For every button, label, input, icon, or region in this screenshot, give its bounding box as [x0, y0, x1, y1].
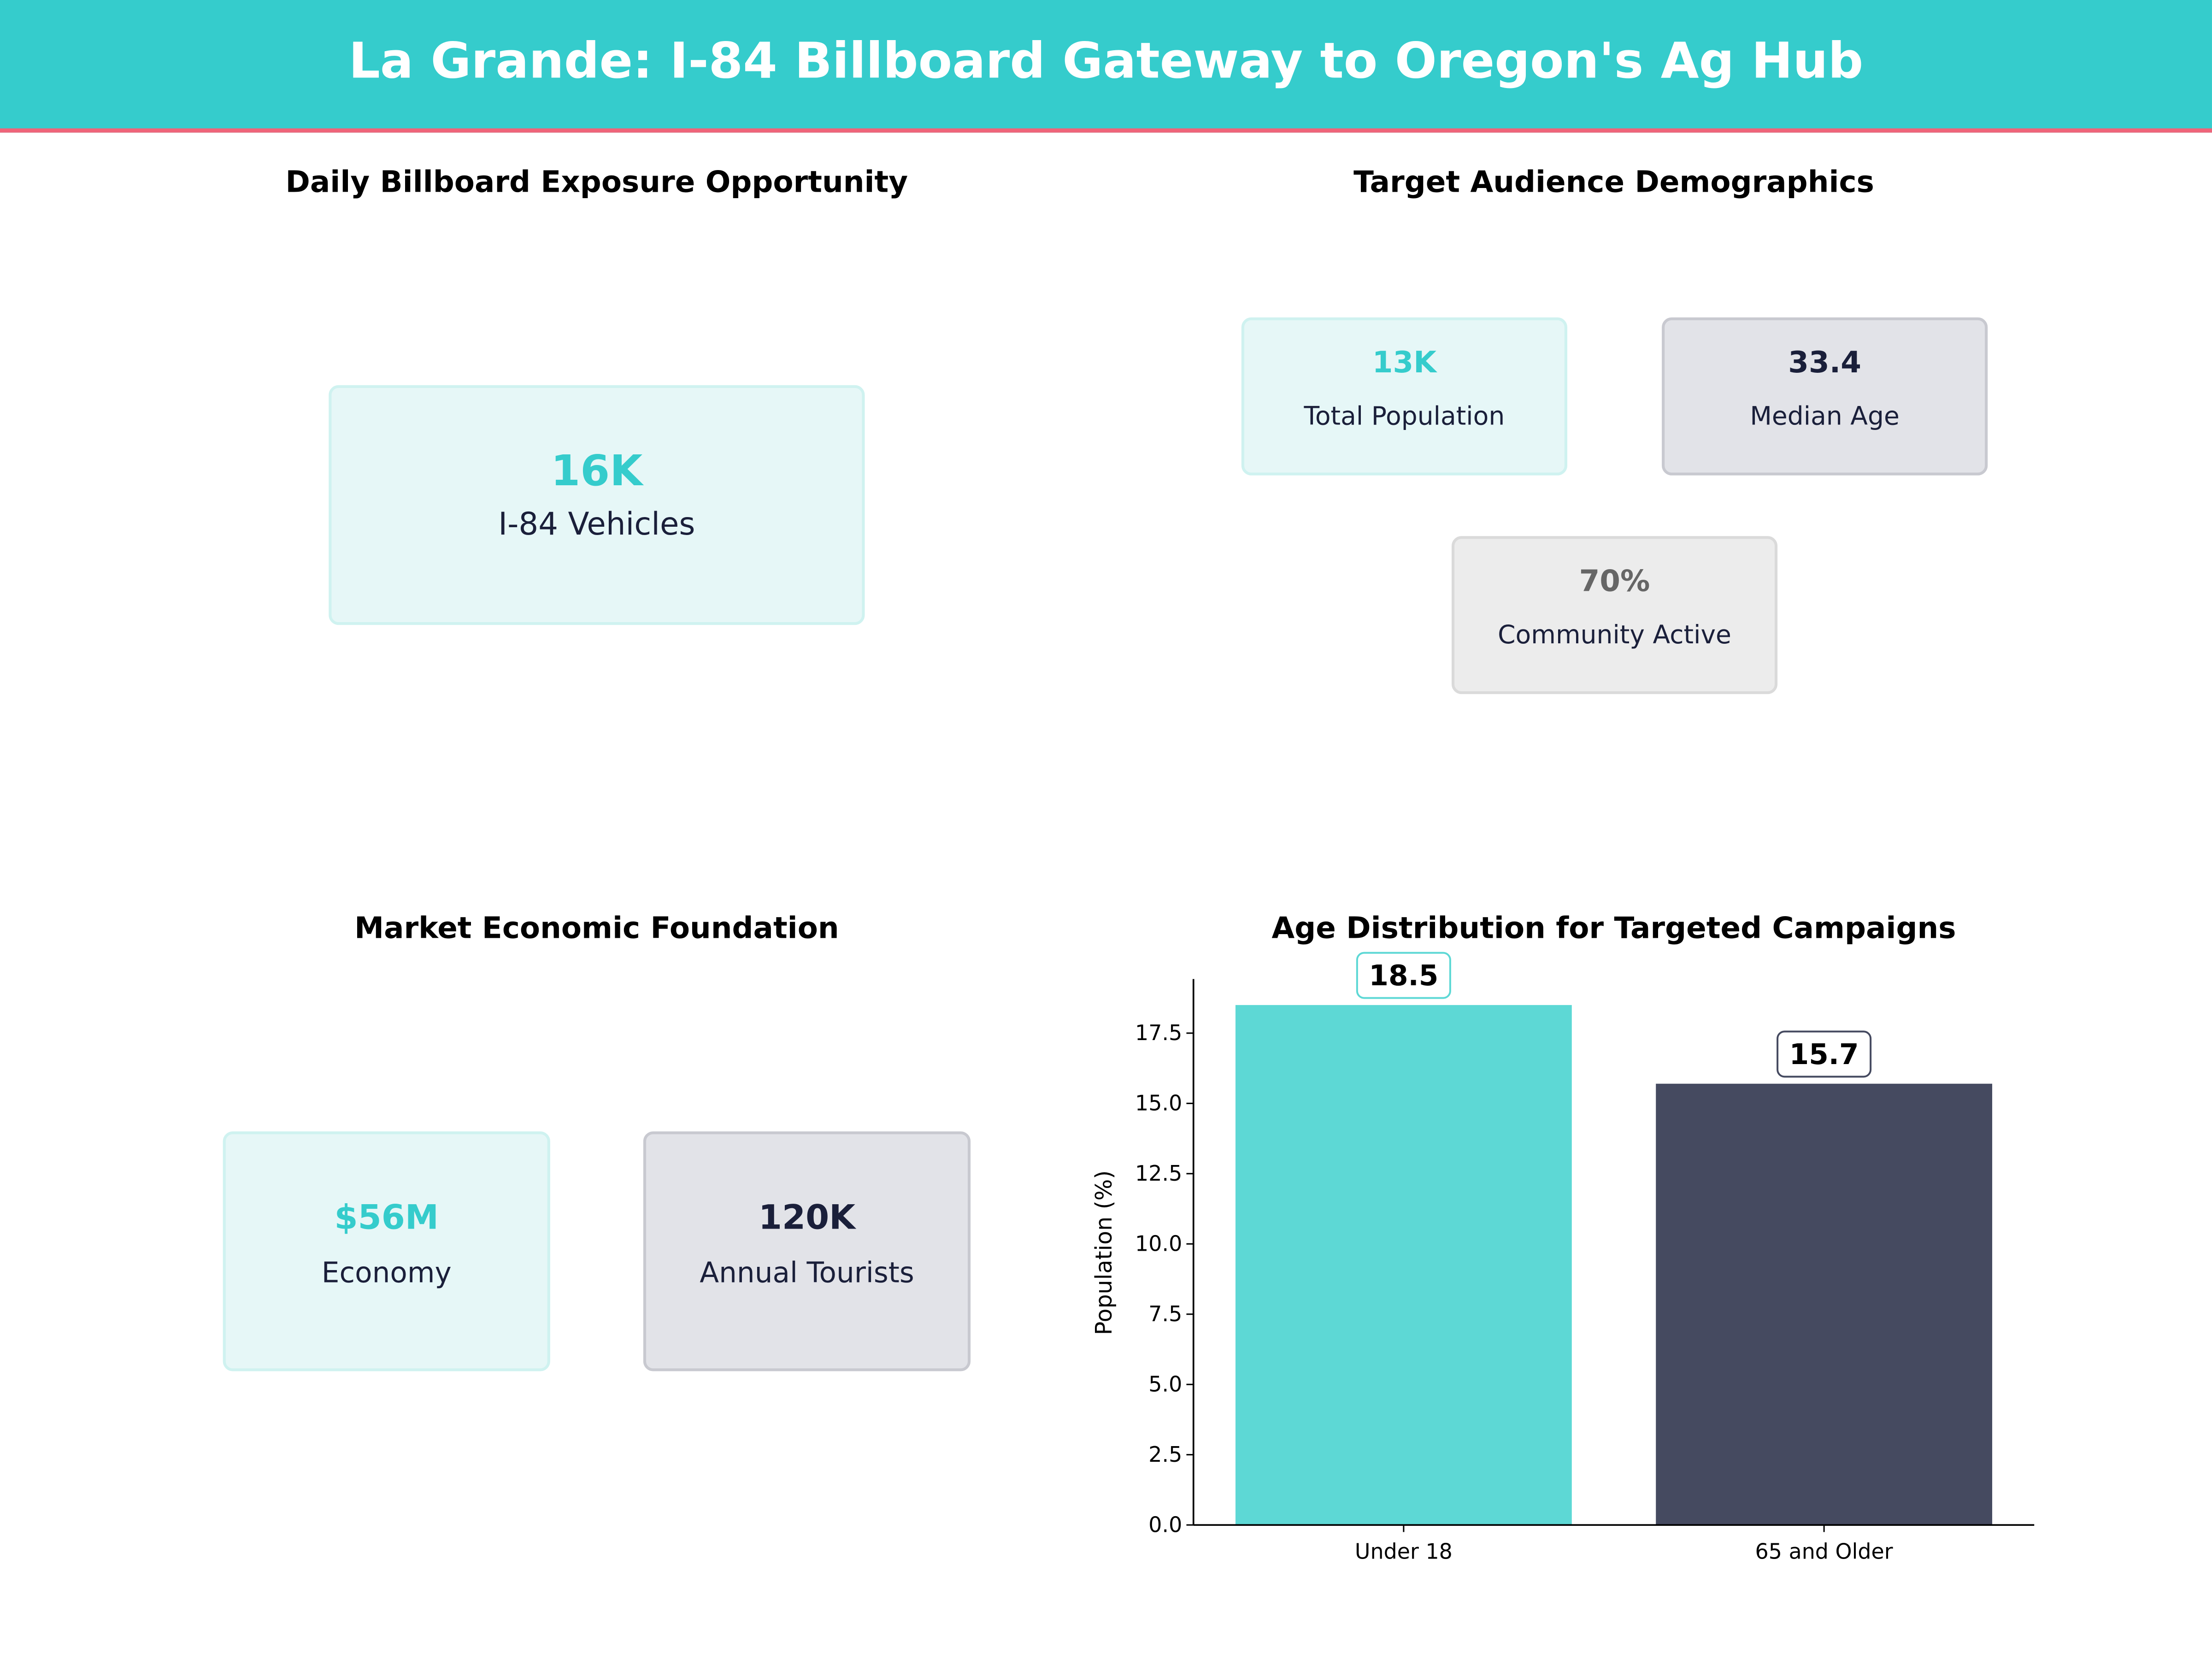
bar-1 — [1656, 1083, 1993, 1525]
population-label: Total Population — [1304, 402, 1505, 432]
exposure-title: Daily Billboard Exposure Opportunity — [285, 165, 908, 199]
y-axis-label: Population (%) — [1091, 1171, 1117, 1335]
vehicles-card: 16K I-84 Vehicles — [329, 385, 865, 625]
data-label-box-1 — [1777, 1030, 1872, 1078]
tourists-card: 120K Annual Tourists — [643, 1131, 971, 1371]
page-title: La Grande: I-84 Billboard Gateway to Ore… — [348, 34, 1864, 90]
y-tick-label-4: 10.0 — [1135, 1231, 1182, 1256]
chart-title: Age Distribution for Targeted Campaigns — [1271, 911, 1956, 946]
bar-0 — [1235, 1005, 1572, 1525]
economy-card: $56M Economy — [223, 1131, 550, 1371]
x-tick-label-1: 65 and Older — [1755, 1539, 1893, 1564]
y-tick-label-3: 7.5 — [1148, 1301, 1182, 1326]
demographics-title: Target Audience Demographics — [1353, 165, 1874, 199]
y-tick-label-1: 2.5 — [1148, 1442, 1182, 1467]
data-label-0: 18.5 — [1369, 959, 1438, 992]
economy-label: Economy — [321, 1255, 452, 1289]
data-label-1: 15.7 — [1789, 1038, 1859, 1071]
median-age-label: Median Age — [1750, 402, 1900, 432]
tourists-label: Annual Tourists — [700, 1255, 914, 1289]
y-tick-label-0: 0.0 — [1148, 1512, 1182, 1537]
header-banner: La Grande: I-84 Billboard Gateway to Ore… — [0, 0, 2212, 133]
y-tick-label-7: 17.5 — [1135, 1020, 1182, 1045]
vehicles-value: 16K — [551, 447, 643, 497]
y-tick-label-5: 12.5 — [1135, 1161, 1182, 1186]
tourists-value: 120K — [758, 1197, 856, 1237]
y-tick-label-2: 5.0 — [1148, 1372, 1182, 1397]
median-age-card: 33.4 Median Age — [1662, 317, 1988, 476]
community-active-value: 70% — [1579, 564, 1650, 598]
median-age-value: 33.4 — [1788, 345, 1861, 380]
community-active-card: 70% Community Active — [1451, 536, 1778, 694]
y-tick-label-6: 15.0 — [1135, 1091, 1182, 1116]
vehicles-label: I-84 Vehicles — [498, 508, 695, 543]
community-active-label: Community Active — [1498, 620, 1731, 651]
data-label-box-0 — [1356, 952, 1451, 999]
economy-value: $56M — [334, 1197, 439, 1237]
population-card: 13K Total Population — [1241, 317, 1567, 476]
population-value: 13K — [1372, 345, 1437, 380]
economy-title: Market Economic Foundation — [354, 911, 839, 946]
x-tick-label-0: Under 18 — [1355, 1539, 1453, 1564]
